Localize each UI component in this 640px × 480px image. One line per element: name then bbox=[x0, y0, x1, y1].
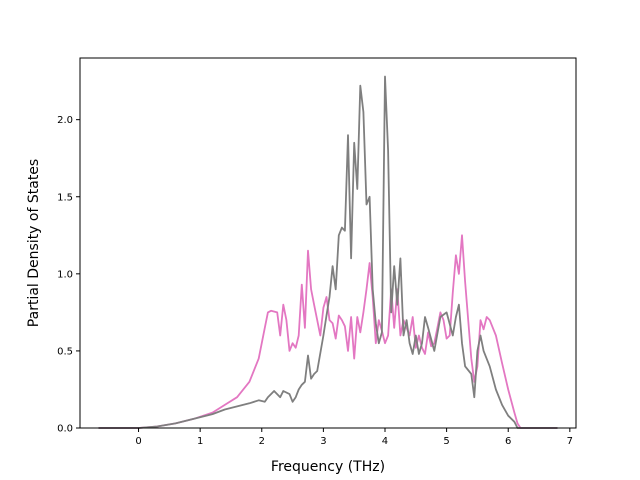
series-layer bbox=[98, 75, 558, 429]
x-axis-ticks: 0 1 2 3 4 5 6 7 bbox=[135, 428, 573, 447]
series-line-0 bbox=[98, 234, 558, 429]
x-tick-label: 5 bbox=[443, 436, 449, 447]
x-tick-label: 7 bbox=[567, 436, 573, 447]
y-tick-label: 2.0 bbox=[57, 115, 73, 126]
y-axis-label: Partial Density of States bbox=[26, 159, 42, 327]
x-tick-label: 1 bbox=[197, 436, 203, 447]
plot-frame bbox=[79, 57, 577, 429]
plot-area bbox=[80, 58, 576, 428]
y-tick-label: 1.0 bbox=[57, 269, 73, 280]
y-axis-ticks: 0.0 0.5 1.0 1.5 2.0 bbox=[57, 115, 80, 435]
x-axis-label: Frequency (THz) bbox=[271, 459, 385, 475]
series-line-1 bbox=[98, 75, 558, 429]
x-tick-label: 4 bbox=[382, 436, 388, 447]
x-tick-label: 6 bbox=[505, 436, 511, 447]
x-tick-label: 2 bbox=[259, 436, 265, 447]
x-tick-label: 0 bbox=[135, 436, 141, 447]
y-tick-label: 1.5 bbox=[57, 192, 73, 203]
x-tick-label: 3 bbox=[320, 436, 326, 447]
y-tick-label: 0.0 bbox=[57, 424, 73, 435]
y-tick-label: 0.5 bbox=[57, 346, 73, 357]
